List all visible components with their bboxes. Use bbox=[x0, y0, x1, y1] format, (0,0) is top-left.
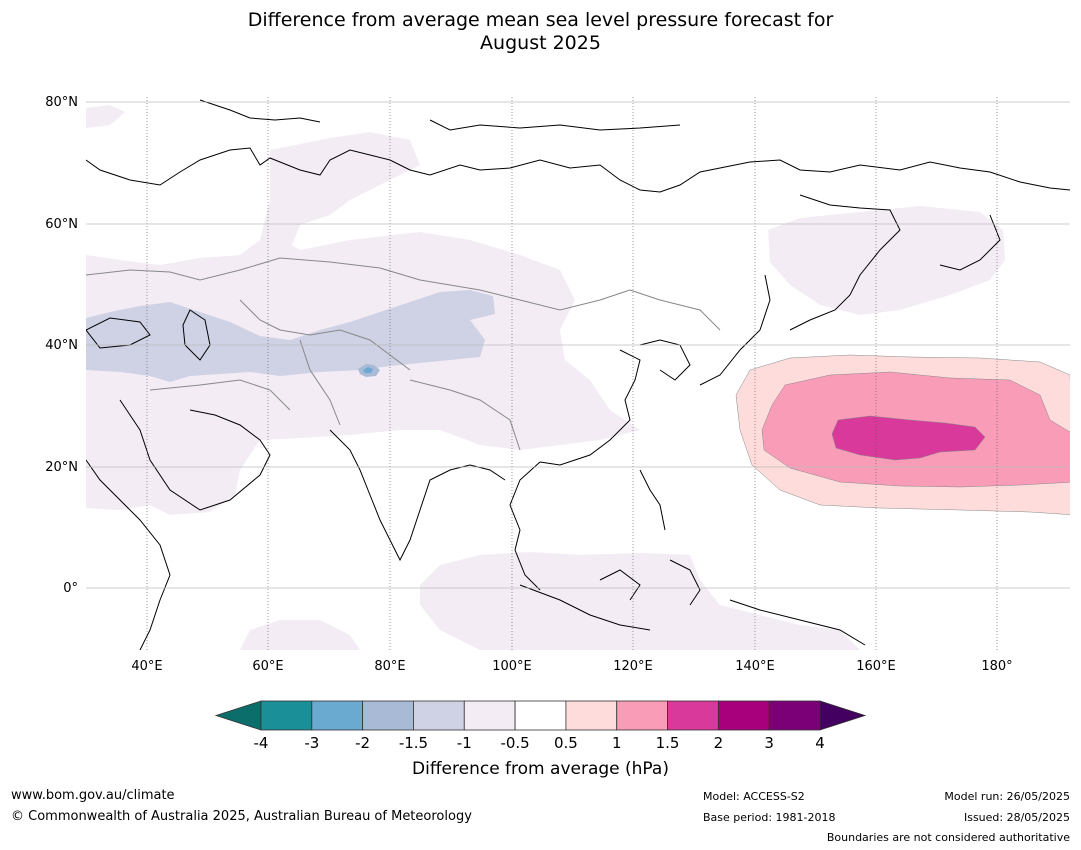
lon-label-180: 180° bbox=[981, 659, 1013, 674]
colorbar-tick-label: 0.5 bbox=[553, 734, 578, 752]
lat-label-60n: 60°N bbox=[45, 217, 78, 232]
footer-copyright: © Commonwealth of Australia 2025, Austra… bbox=[11, 809, 472, 824]
colorbar-tick-label: -1 bbox=[456, 734, 472, 752]
footer-disclaimer: Boundaries are not considered authoritat… bbox=[826, 831, 1070, 844]
colorbar-tick-label: 2 bbox=[713, 734, 724, 752]
colorbar-label: Difference from average (hPa) bbox=[412, 759, 669, 779]
contour-lilac-south-west bbox=[240, 620, 360, 650]
contour-lilac-far-north bbox=[86, 105, 125, 128]
colorbar-tick-label: 1.5 bbox=[655, 734, 680, 752]
colorbar-segment bbox=[565, 700, 618, 731]
title-line-2: August 2025 bbox=[480, 32, 601, 54]
footer-model-run: Model run: 26/05/2025 bbox=[944, 790, 1070, 803]
lon-label-100e: 100°E bbox=[492, 659, 532, 674]
forecast-map bbox=[86, 97, 1070, 650]
colorbar-segment bbox=[311, 700, 364, 731]
colorbar-segment bbox=[413, 700, 465, 731]
footer-url: www.bom.gov.au/climate bbox=[11, 788, 175, 803]
contour-lilac-kamchatka bbox=[768, 206, 1005, 315]
colorbar-segment bbox=[362, 700, 414, 731]
colorbar-extend-low bbox=[214, 700, 262, 731]
colorbar-segment bbox=[514, 700, 567, 731]
colorbar-segment bbox=[463, 700, 516, 731]
lon-label-160e: 160°E bbox=[856, 659, 896, 674]
chart-title: Difference from average mean sea level p… bbox=[0, 9, 1081, 55]
colorbar-tick-label: -3 bbox=[304, 734, 320, 752]
lat-label-80n: 80°N bbox=[45, 95, 78, 110]
colorbar-tick-label: 3 bbox=[764, 734, 774, 752]
colorbar-segment bbox=[768, 700, 821, 731]
contour-lilac-indian-ocean bbox=[420, 552, 860, 650]
footer-base-period: Base period: 1981-2018 bbox=[703, 811, 836, 824]
colorbar-segment bbox=[667, 700, 719, 731]
contour-blue-core bbox=[363, 367, 373, 373]
colorbar-segment bbox=[616, 700, 668, 731]
colorbar-tick-label: 4 bbox=[815, 734, 825, 752]
graticule bbox=[146, 97, 998, 650]
colorbar-tick-label: -4 bbox=[253, 734, 269, 752]
colorbar-tick-label: -1.5 bbox=[398, 734, 429, 752]
lon-label-140e: 140°E bbox=[735, 659, 775, 674]
title-line-1: Difference from average mean sea level p… bbox=[247, 9, 834, 31]
footer-issued: Issued: 28/05/2025 bbox=[963, 811, 1070, 824]
country-borders bbox=[86, 257, 721, 451]
footer-model: Model: ACCESS-S2 bbox=[703, 790, 805, 803]
latitude-lines bbox=[86, 101, 1070, 589]
colorbar-tick-label: -2 bbox=[355, 734, 371, 752]
lat-label-20n: 20°N bbox=[45, 460, 78, 475]
lat-label-0: 0° bbox=[63, 581, 78, 596]
lon-label-120e: 120°E bbox=[613, 659, 653, 674]
colorbar-tick-label: 1 bbox=[611, 734, 622, 752]
colorbar-extend-high bbox=[819, 700, 867, 731]
lon-label-60e: 60°E bbox=[252, 659, 284, 674]
lon-label-80e: 80°E bbox=[374, 659, 406, 674]
colorbar-segment bbox=[260, 700, 313, 731]
colorbar-tick-label: -0.5 bbox=[500, 734, 530, 752]
coastlines bbox=[86, 99, 1070, 650]
contour-pink-1-5 bbox=[831, 415, 986, 461]
colorbar-segment bbox=[717, 700, 770, 731]
lon-label-40e: 40°E bbox=[131, 659, 163, 674]
lat-label-40n: 40°N bbox=[45, 338, 78, 353]
